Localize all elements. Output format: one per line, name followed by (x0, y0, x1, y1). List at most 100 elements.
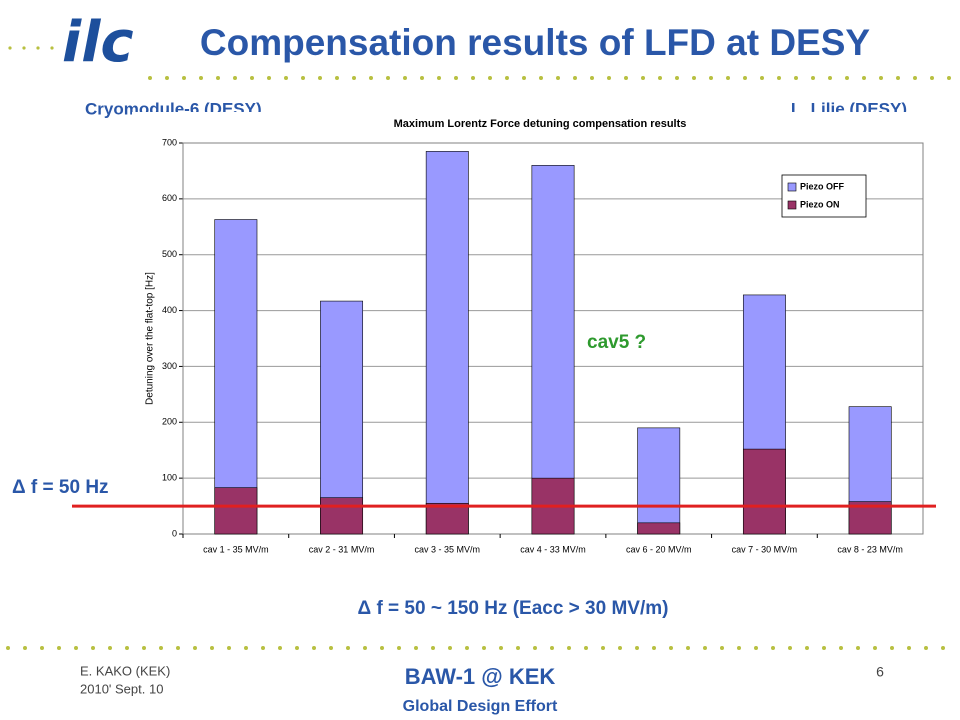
dot (584, 646, 588, 650)
dot (57, 646, 61, 650)
dot (108, 646, 112, 650)
dot (839, 646, 843, 650)
dot (267, 76, 271, 80)
dot (941, 646, 945, 650)
dot (193, 646, 197, 650)
dot (573, 76, 577, 80)
x-tick-label: cav 8 - 23 MV/m (837, 544, 903, 554)
dot (856, 646, 860, 650)
dot (148, 76, 152, 80)
y-tick-label: 200 (162, 417, 177, 427)
bar (214, 487, 258, 535)
dot (301, 76, 305, 80)
dot (516, 646, 520, 650)
line-note: Δ f = 50 Hz (12, 477, 109, 498)
dot (454, 76, 458, 80)
legend-label: Piezo OFF (800, 181, 845, 191)
dot (652, 646, 656, 650)
dot (760, 76, 764, 80)
dot (811, 76, 815, 80)
dot (539, 76, 543, 80)
dot (295, 646, 299, 650)
dot (420, 76, 424, 80)
bar (531, 165, 575, 535)
dot (74, 646, 78, 650)
dot (879, 76, 883, 80)
dot (641, 76, 645, 80)
bar (425, 151, 469, 535)
dot (233, 76, 237, 80)
dot (8, 46, 12, 50)
dot (669, 646, 673, 650)
dot (556, 76, 560, 80)
x-tick-label: cav 6 - 20 MV/m (626, 544, 692, 554)
summary: Δ f = 50 ~ 150 Hz (Eacc > 30 MV/m) (358, 598, 669, 619)
y-axis-label: Detuning over the flat-top [Hz] (145, 272, 156, 405)
dot (522, 76, 526, 80)
dot (6, 646, 10, 650)
dot (924, 646, 928, 650)
date: 2010' Sept. 10 (80, 681, 163, 696)
dot (947, 76, 951, 80)
legend-label: Piezo ON (800, 199, 840, 209)
legend-swatch (787, 200, 797, 210)
org: Global Design Effort (403, 698, 558, 715)
dot (227, 646, 231, 650)
dot (471, 76, 475, 80)
dot (40, 646, 44, 650)
bar (214, 219, 258, 535)
dot (607, 76, 611, 80)
dot (601, 646, 605, 650)
dot (431, 646, 435, 650)
dot (862, 76, 866, 80)
dot (278, 646, 282, 650)
dot (788, 646, 792, 650)
dot (482, 646, 486, 650)
dot (465, 646, 469, 650)
dot (930, 76, 934, 80)
dot (329, 646, 333, 650)
dot (216, 76, 220, 80)
y-tick-label: 700 (162, 137, 177, 147)
y-tick-label: 400 (162, 305, 177, 315)
y-tick-label: 500 (162, 249, 177, 259)
dot (499, 646, 503, 650)
x-tick-label: cav 3 - 35 MV/m (415, 544, 481, 554)
dot (23, 646, 27, 650)
dot (873, 646, 877, 650)
chart-title: Maximum Lorentz Force detuning compensat… (394, 118, 687, 130)
dot (250, 76, 254, 80)
bar (742, 448, 786, 535)
dot (777, 76, 781, 80)
bar (320, 300, 364, 535)
dot (165, 76, 169, 80)
y-tick-label: 600 (162, 193, 177, 203)
bar (637, 522, 681, 535)
dot (533, 646, 537, 650)
dot (414, 646, 418, 650)
dot (692, 76, 696, 80)
dot (312, 646, 316, 650)
dot (913, 76, 917, 80)
dot (726, 76, 730, 80)
dot (635, 646, 639, 650)
dot (618, 646, 622, 650)
dot (907, 646, 911, 650)
dot (176, 646, 180, 650)
dot (771, 646, 775, 650)
bar (425, 502, 469, 535)
cav5-note: cav5 ? (587, 332, 646, 353)
dot (550, 646, 554, 650)
dot (199, 76, 203, 80)
dot (380, 646, 384, 650)
dot (22, 46, 26, 50)
dot (624, 76, 628, 80)
slide-title: Compensation results of LFD at DESY (200, 22, 871, 63)
bar (320, 497, 364, 535)
dot (590, 76, 594, 80)
dot (346, 646, 350, 650)
dot (743, 76, 747, 80)
dot (244, 646, 248, 650)
page-number: 6 (876, 664, 884, 680)
